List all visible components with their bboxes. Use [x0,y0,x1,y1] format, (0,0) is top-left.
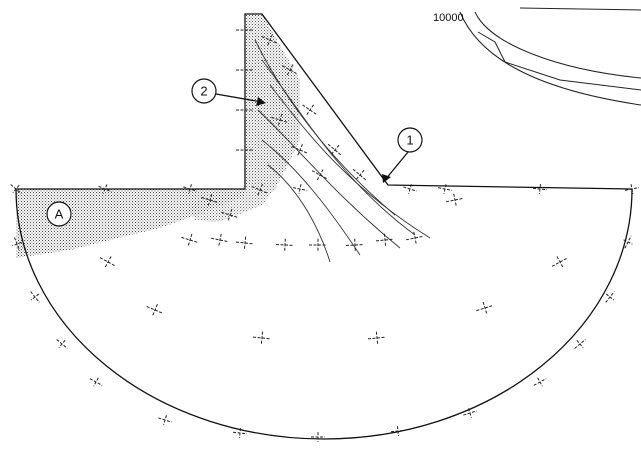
cross-marker [271,113,289,127]
cross-marker [98,184,112,194]
callout-a-group: A [46,201,72,227]
cross-marker [291,144,309,156]
cross-marker [30,291,40,303]
inset-contours [459,7,641,106]
domain-boundary [15,13,633,440]
cross-marker [476,301,494,315]
inset-contour-label: 10000 [433,12,464,24]
callout-1-leader [384,151,409,181]
cross-marker [236,23,254,37]
callout-a-circle [46,201,72,227]
cross-marker [275,238,295,252]
cross-marker [463,408,477,418]
cross-marker [146,304,164,316]
callout-2-arrowhead [256,97,266,106]
cross-marker [183,184,197,194]
cross-marker [367,331,387,345]
cross-marker [261,34,279,46]
cross-marker [533,377,547,387]
cross-marker [390,426,406,436]
cross-marker [293,184,307,194]
cross-marker [99,256,117,268]
cross-marker [438,184,452,194]
cross-marker [625,184,639,194]
cross-marker [252,331,272,345]
cross-marker [211,233,229,247]
callout-1-group: 1 [382,127,423,183]
cross-marker [158,415,172,425]
cross-marker [232,428,248,438]
cross-marker [236,143,254,157]
cross-marker [403,184,417,194]
callout-2-leader [215,93,263,103]
cross-marker [181,233,199,247]
callout-2-circle [191,78,217,104]
cross-marker [375,233,395,247]
cross-marker [302,104,318,116]
cross-marker [623,235,633,249]
callout-1-circle [397,127,423,153]
cross-marker [551,256,569,268]
cross-marker [236,103,254,117]
cross-marker [574,339,586,349]
cross-marker [345,238,365,252]
cross-marker [236,63,254,77]
cross-marker [201,193,219,207]
cross-marker [605,291,615,303]
shaded-region-toe [188,189,275,222]
cross-marker [311,169,329,181]
cross-marker [281,64,299,76]
cross-marker [532,184,548,194]
cross-marker [446,193,464,207]
cross-marker [309,238,327,252]
cross-marker [311,432,325,442]
shaded-region-a [16,189,245,258]
callout-2-group: 2 [191,78,266,106]
callout-2-text: 2 [200,84,207,99]
cross-marker [235,236,255,250]
cross-markers [10,23,639,442]
cross-marker [10,184,22,194]
cross-marker [221,208,239,222]
cross-marker [406,231,424,245]
cross-marker [12,237,22,251]
shaded-region-wall [245,14,300,189]
cross-marker [352,168,368,182]
cross-marker [251,184,269,196]
callout-1-arrowhead [382,174,391,183]
cross-marker [327,143,343,157]
callout-a-text: A [55,207,64,222]
callout-1-text: 1 [406,133,413,148]
cross-marker [89,377,103,387]
cross-marker [56,339,68,349]
